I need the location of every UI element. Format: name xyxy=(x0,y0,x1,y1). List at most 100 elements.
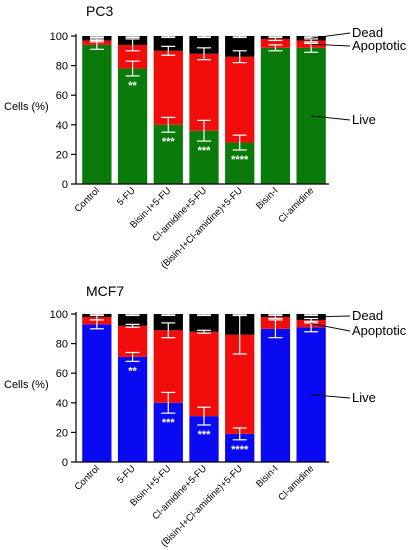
error-bar-apoptotic-5-fu xyxy=(125,38,140,52)
bar-dead-cl-amidine-5-fu xyxy=(189,36,219,54)
bar-dead-bisin-i-5-fu xyxy=(153,36,183,51)
error-bar-live-5-fu xyxy=(125,60,140,77)
y-axis-label: Cells (%) xyxy=(4,101,49,113)
significance-label: *** xyxy=(198,429,212,441)
error-bar-dead-bisin-i-5-fu xyxy=(161,35,176,39)
error-bar-apoptotic-cl-amidine xyxy=(304,317,319,322)
series-label-dead: Dead xyxy=(352,308,383,323)
series-leader-live xyxy=(311,394,351,399)
error-bar-live-cl-amidine xyxy=(304,42,319,53)
y-tick-label: 60 xyxy=(56,368,68,380)
bar-apoptotic-5-fu xyxy=(117,44,148,69)
bar-live-bisin-i-5-fu xyxy=(153,124,183,184)
series-leader-dead xyxy=(311,32,351,39)
error-bar-apoptotic-cl-amidine xyxy=(304,38,319,43)
error-bar-dead-cl-amidine xyxy=(304,313,319,317)
y-tick-label: 20 xyxy=(56,427,68,439)
significance-label: *** xyxy=(162,136,176,148)
bar-live-control xyxy=(82,44,112,184)
y-tick-label: 80 xyxy=(56,339,68,351)
error-bar-apoptotic-control xyxy=(89,38,104,43)
bar-apoptotic-cl-amidine-5-fu xyxy=(189,53,219,131)
bar-dead-cl-amidine-5-fu xyxy=(189,314,219,332)
y-tick-label: 0 xyxy=(62,457,68,469)
bar-apoptotic-bisin-i xyxy=(260,38,291,48)
y-tick-label: 0 xyxy=(62,179,68,191)
y-tick-label: 60 xyxy=(56,90,68,102)
x-tick-label: Cl-amidine xyxy=(276,463,316,503)
bar-dead-bisin-i-cl-amidine-5-fu xyxy=(225,36,255,57)
error-bar-live-bisin-i-cl-amidine-5-fu xyxy=(232,427,247,441)
y-tick-label: 40 xyxy=(56,398,68,410)
series-label-apoptotic: Apoptotic xyxy=(352,323,407,338)
x-tick-label: 5-FU xyxy=(115,185,138,208)
bar-apoptotic-5-fu xyxy=(117,325,148,357)
error-bar-apoptotic-5-fu xyxy=(125,323,140,328)
error-bar-dead-bisin-i xyxy=(268,313,283,317)
error-bar-live-cl-amidine-5-fu xyxy=(197,406,211,426)
x-tick-label: Control xyxy=(73,463,102,492)
y-tick-label: 40 xyxy=(56,120,68,132)
error-bar-dead-bisin-i xyxy=(268,35,283,39)
significance-label: ** xyxy=(128,365,137,377)
series-label-apoptotic: Apoptotic xyxy=(352,38,407,53)
error-bar-dead-bisin-i-cl-amidine-5-fu xyxy=(232,313,247,317)
y-axis-label: Cells (%) xyxy=(4,379,49,391)
error-bar-apoptotic-bisin-i-cl-amidine-5-fu xyxy=(232,50,247,64)
error-bar-live-cl-amidine xyxy=(304,322,319,333)
significance-label: *** xyxy=(198,145,212,157)
error-bar-dead-bisin-i-5-fu xyxy=(161,313,176,317)
x-tick-label: Bisin-I xyxy=(254,463,280,489)
error-bar-dead-5-fu xyxy=(125,313,140,317)
x-tick-label: Bisin-I xyxy=(254,185,280,211)
error-bar-live-bisin-i xyxy=(268,319,283,339)
bar-apoptotic-bisin-i-5-fu xyxy=(153,330,183,403)
significance-label: **** xyxy=(231,444,249,456)
bar-dead-bisin-i-5-fu xyxy=(153,314,183,331)
y-tick-label: 100 xyxy=(50,31,68,43)
error-bar-live-bisin-i-5-fu xyxy=(161,391,176,414)
significance-label: **** xyxy=(231,154,249,166)
bar-live-bisin-i xyxy=(260,47,291,185)
bar-live-bisin-i xyxy=(260,328,291,462)
chart-title: MCF7 xyxy=(86,283,124,299)
series-label-live: Live xyxy=(352,112,376,127)
bar-dead-cl-amidine xyxy=(296,314,326,320)
y-tick-label: 20 xyxy=(56,149,68,161)
bar-apoptotic-bisin-i-cl-amidine-5-fu xyxy=(225,56,255,143)
error-bar-apoptotic-cl-amidine-5-fu xyxy=(197,329,211,334)
significance-label: *** xyxy=(162,417,176,429)
error-bar-apoptotic-bisin-i-5-fu xyxy=(161,45,176,56)
error-bar-dead-bisin-i-cl-amidine-5-fu xyxy=(232,35,247,39)
error-bar-live-bisin-i-5-fu xyxy=(161,116,176,133)
bar-apoptotic-cl-amidine-5-fu xyxy=(189,331,219,417)
y-tick-label: 80 xyxy=(56,61,68,73)
x-tick-label: Control xyxy=(73,185,102,214)
error-bar-dead-5-fu xyxy=(125,35,140,39)
error-bar-live-bisin-i xyxy=(268,44,283,52)
series-leader-dead xyxy=(311,315,351,318)
series-label-dead: Dead xyxy=(352,25,383,40)
error-bar-dead-control xyxy=(89,35,104,39)
x-tick-label: 5-FU xyxy=(115,463,138,486)
x-tick-label: Cl-amidine xyxy=(276,185,316,225)
y-tick-label: 100 xyxy=(50,309,68,321)
bar-apoptotic-bisin-i-5-fu xyxy=(153,50,183,125)
bar-live-5-fu xyxy=(117,68,148,184)
series-leader-apoptotic xyxy=(311,323,351,332)
significance-label: ** xyxy=(128,80,137,92)
bar-live-5-fu xyxy=(117,356,148,462)
bar-live-control xyxy=(82,324,112,462)
chart-title: PC3 xyxy=(86,3,113,19)
error-bar-apoptotic-bisin-i-5-fu xyxy=(161,322,176,339)
error-bar-live-5-fu xyxy=(125,351,140,362)
error-bar-dead-cl-amidine-5-fu xyxy=(197,313,211,317)
error-bar-dead-cl-amidine-5-fu xyxy=(197,35,211,39)
error-bar-apoptotic-cl-amidine-5-fu xyxy=(197,47,211,61)
error-bar-live-bisin-i-cl-amidine-5-fu xyxy=(232,134,247,151)
series-label-live: Live xyxy=(352,390,376,405)
series-leader-live xyxy=(311,115,351,121)
